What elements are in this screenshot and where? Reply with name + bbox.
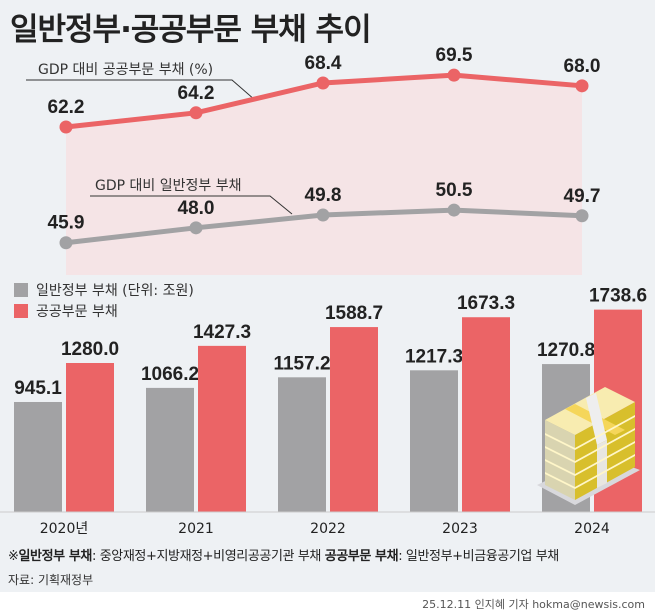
data-point [575,79,589,93]
footer [0,540,655,592]
data-point [59,120,73,134]
x-tick-label: 2021 [178,521,214,537]
legend-general: 일반정부 부채 (단위: 조원) [14,280,194,300]
data-point [316,76,330,90]
money-stack-icon [537,387,640,505]
bar [278,377,326,512]
chart-area: GDP 대비 공공부문 부채 (%) GDP 대비 일반정부 부채 62.2 64.2… [0,45,655,537]
data-point [316,208,330,222]
legend-swatch-public [14,304,28,318]
data-point [575,209,589,223]
data-point [189,221,203,235]
bar [462,317,510,512]
data-label: 69.5 [436,45,473,66]
note-term: 공공부문 부채 [324,549,399,564]
x-tick-label: 2024 [574,521,610,537]
money-stack-part [545,420,575,500]
bar-label: 1588.7 [325,303,383,324]
bar-label: 1066.2 [141,364,199,385]
data-label: 62.2 [48,97,85,118]
data-label: 49.7 [564,186,601,207]
bar-label: 1217.3 [405,346,463,367]
legend-public: 공공부문 부채 [14,301,118,321]
legend-label: 일반정부 부채 (단위: 조원) [36,283,194,299]
data-label: 48.0 [178,198,215,219]
bar-label: 1280.0 [61,339,119,360]
bar [198,345,246,512]
note-def: : 일반정부+비금융공기업 부채 [398,549,559,564]
footnote: ※일반정부 부채: 중앙재정+지방재정+비영리공공기관 부채 공공부문 부채: … [8,545,559,564]
data-label: 50.5 [436,180,473,201]
bar-label: 1270.8 [537,340,595,361]
data-label: 68.0 [564,56,601,77]
bar [14,401,62,512]
credit: 25.12.11 인지혜 기자 hokma@newsis.com [422,598,645,611]
bar-label: 1157.2 [273,353,330,374]
source: 자료: 기획재정부 [8,573,94,587]
series-label-general: GDP 대비 일반정부 부채 [95,178,241,194]
data-point [189,106,203,120]
bar-label: 1738.6 [589,286,647,307]
series-label-public: GDP 대비 공공부문 부채 (%) [38,62,213,78]
data-label: 68.4 [305,53,342,74]
bar [66,363,114,512]
data-label: 64.2 [178,83,215,104]
data-label: 49.8 [305,185,342,206]
data-label: 45.9 [48,213,85,234]
legend-swatch-general [14,283,28,297]
x-tick-label: 2023 [442,521,478,537]
bar [410,370,458,512]
bar [146,387,194,512]
note-mark: ※ [8,549,19,564]
money-stack-part [597,440,607,488]
note-term: 일반정부 부채 [18,549,93,564]
bar-label: 1427.3 [193,322,251,343]
bar [330,327,378,512]
legend-label: 공공부문 부채 [36,304,118,320]
bar-label: 1673.3 [457,293,515,314]
credit-bar [0,592,655,614]
money-stack-part [586,393,607,445]
data-point [447,68,461,82]
page-title: 일반정부·공공부문 부채 추이 [10,12,372,48]
data-point [59,236,73,250]
leader-line [26,79,256,101]
note-def: : 중앙재정+지방재정+비영리공공기관 부채 [92,549,325,564]
leader-line [90,195,293,215]
area-public [66,75,582,275]
x-tick-label: 2022 [310,521,346,537]
bar-label: 945.1 [14,378,62,399]
data-point [447,203,461,217]
x-tick-label: 2020년 [40,521,89,537]
